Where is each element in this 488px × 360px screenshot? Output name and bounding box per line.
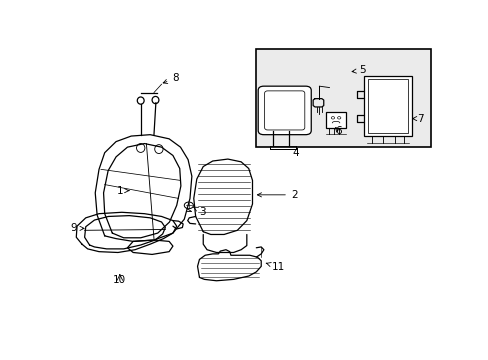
Text: 7: 7 [412, 114, 423, 123]
Text: 9: 9 [70, 223, 84, 233]
Text: 3: 3 [193, 207, 205, 217]
Text: 10: 10 [113, 275, 126, 285]
Bar [364, 76, 411, 136]
FancyBboxPatch shape [258, 86, 311, 135]
Text: 2: 2 [257, 190, 297, 200]
Bar [325, 112, 346, 128]
Text: 4: 4 [292, 148, 299, 158]
Text: 8: 8 [163, 73, 179, 84]
Text: 1: 1 [116, 186, 129, 196]
Text: 6: 6 [335, 126, 341, 136]
Bar [367, 79, 407, 133]
FancyBboxPatch shape [256, 49, 430, 147]
Text: 5: 5 [351, 66, 365, 75]
Text: 11: 11 [265, 262, 285, 272]
